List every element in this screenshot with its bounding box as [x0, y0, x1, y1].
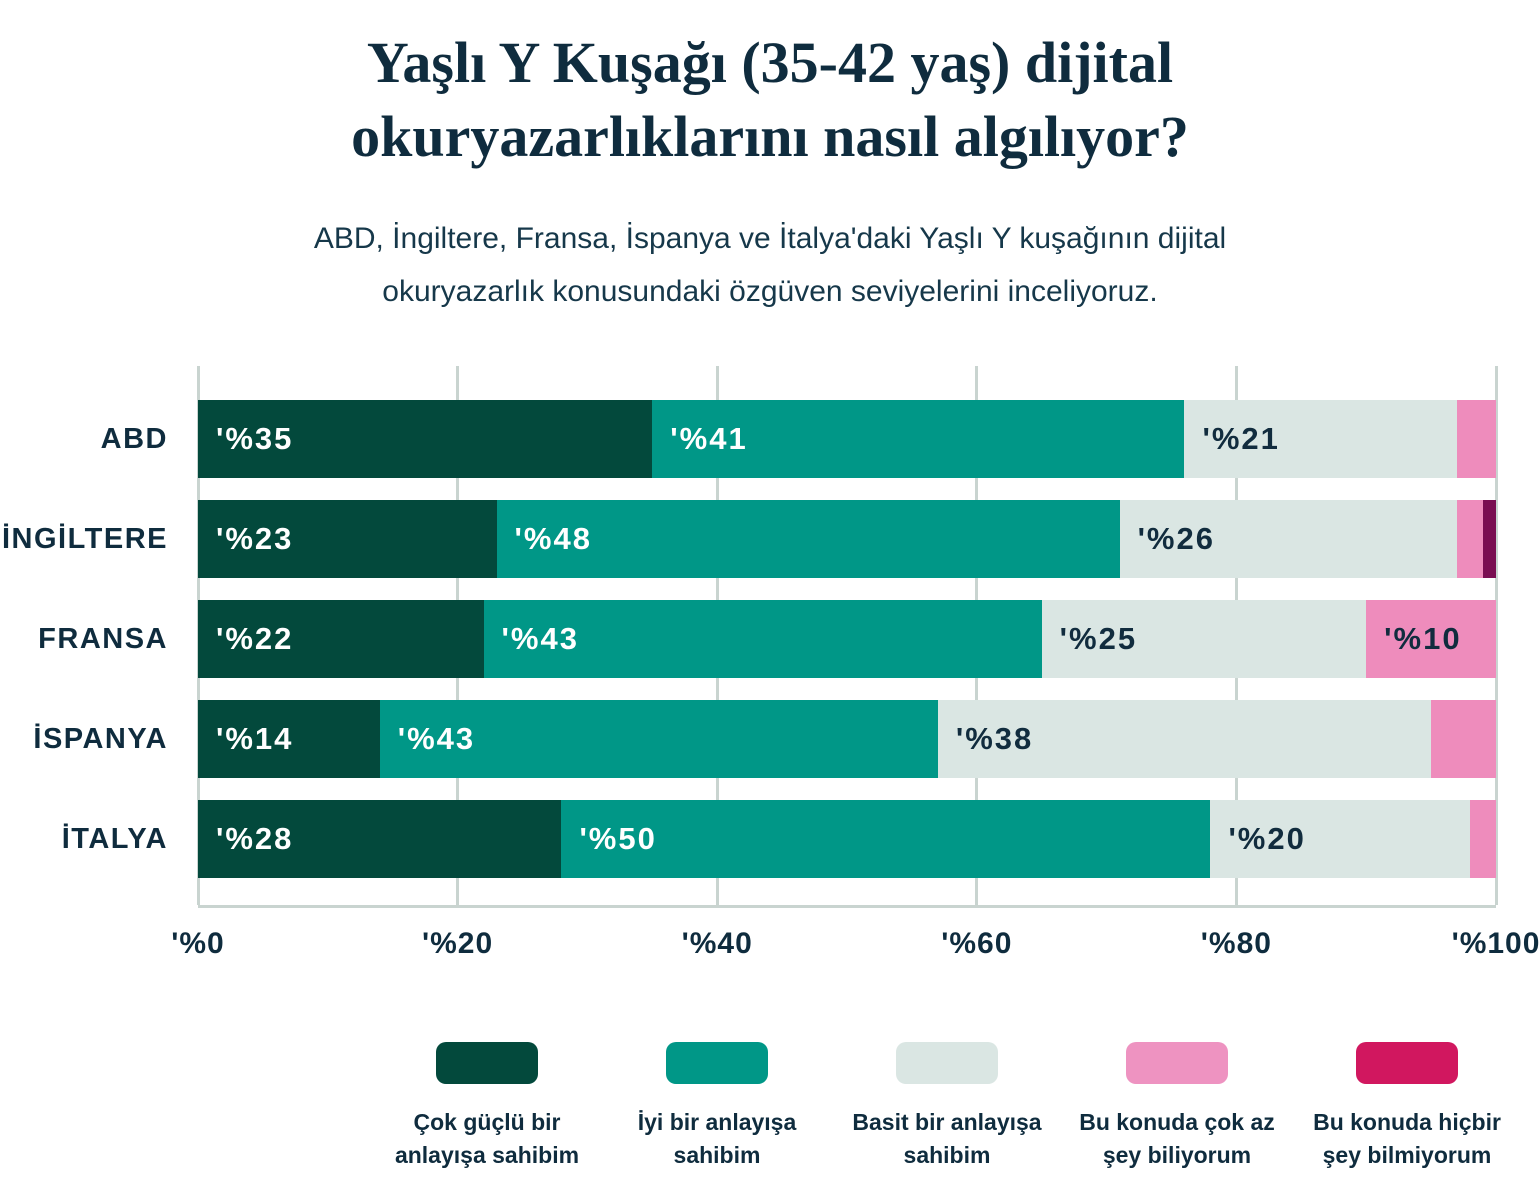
x-tick-label-40: '%40: [681, 927, 753, 960]
legend-item-3: Bu konuda çok az şey biliyorum: [1062, 1042, 1292, 1172]
bar-value-label: '%43: [501, 621, 579, 656]
legend-label-1: İyi bir anlayışa sahibim: [638, 1106, 797, 1172]
category-label-italya: İTALYA: [61, 823, 168, 855]
x-tick-label-80: '%80: [1200, 927, 1272, 960]
page-subtitle-line1: ABD, İngiltere, Fransa, İspanya ve İtaly…: [313, 222, 1227, 255]
x-tick-label-20: '%20: [422, 927, 494, 960]
category-label-abd: ABD: [100, 423, 168, 455]
page-title: Yaşlı Y Kuşağı (35-42 yaş) dijital okurya…: [0, 26, 1540, 174]
bar-segment-fransa: '%22: [198, 600, 484, 678]
bar-value-label: '%21: [1202, 421, 1280, 456]
bar-value-label: '%48: [514, 521, 592, 556]
bar-row-ispanya: '%14 '%43 '%38: [198, 700, 1496, 778]
legend-label-3: Bu konuda çok az şey biliyorum: [1079, 1106, 1275, 1172]
bar-row-fransa: '%22 '%43 '%25 '%10: [198, 600, 1496, 678]
legend-label-line1: Çok güçlü bir: [413, 1109, 561, 1135]
bar-value-label: '%41: [670, 421, 748, 456]
bar-value-label: '%26: [1137, 521, 1215, 556]
legend-label-4: Bu konuda hiçbir şey bilmiyorum: [1313, 1106, 1501, 1172]
bar-value-label: '%43: [397, 721, 476, 756]
plot-area: '%0 '%20 '%40 '%60 '%80 '%100 '%35 '%41 '%21 '%23…: [171, 366, 1539, 960]
bar-row-abd: '%35 '%41 '%21: [198, 400, 1496, 478]
stacked-bar-chart: '%0 '%20 '%40 '%60 '%80 '%100 '%35 '%41 '%21 '%23…: [0, 366, 1540, 960]
bar-segment-ingiltere: '%48: [496, 500, 1120, 578]
bar-value-label: '%23: [216, 521, 294, 556]
bar-segment-italya: '%20: [1210, 800, 1471, 878]
bar-segment-ingiltere: '%26: [1119, 500, 1458, 578]
bar-value-label: '%35: [216, 421, 294, 456]
bar-segment-italya: [1470, 800, 1496, 878]
bar-value-label: '%38: [955, 721, 1034, 756]
bar-segment-ispanya: '%14: [198, 700, 380, 778]
legend-item-0: Çok güçlü bir anlayışa sahibim: [372, 1042, 602, 1172]
category-label-ispanya: İSPANYA: [33, 723, 168, 755]
bar-segment-ispanya: [1431, 700, 1496, 778]
bar-segment-ingiltere: [1482, 500, 1496, 578]
legend-swatch-4: [1356, 1042, 1458, 1084]
bar-segment-abd: '%41: [652, 400, 1185, 478]
page-subtitle-line2: okuryazarlık konusundaki özgüven seviyel…: [382, 275, 1158, 308]
legend: Çok güçlü bir anlayışa sahibim İyi bir anl…: [372, 1042, 1522, 1172]
bar-segment-fransa: '%25: [1041, 600, 1367, 678]
legend-label-line1: Basit bir anlayışa: [852, 1109, 1042, 1135]
category-label-ingiltere: İNGİLTERE: [1, 523, 168, 555]
gridline-100: [1494, 366, 1498, 905]
bar-segment-ispanya: '%38: [937, 700, 1432, 778]
bar-value-label: '%14: [216, 721, 294, 756]
category-label-fransa: FRANSA: [38, 623, 168, 655]
bar-row-ingiltere: '%23 '%48 '%26: [198, 500, 1496, 578]
x-tick-label-100: '%100: [1451, 927, 1540, 960]
bar-segment-ispanya: '%43: [379, 700, 938, 778]
bar-segment-italya: '%50: [561, 800, 1211, 878]
legend-item-2: Basit bir anlayışa sahibim: [832, 1042, 1062, 1172]
legend-label-line2: şey biliyorum: [1102, 1142, 1252, 1168]
legend-swatch-1: [666, 1042, 768, 1084]
legend-label-line1: Bu konuda hiçbir: [1313, 1109, 1501, 1135]
legend-label-line2: sahibim: [903, 1142, 991, 1168]
legend-label-line2: şey bilmiyorum: [1322, 1142, 1492, 1168]
x-tick-label-60: '%60: [941, 927, 1013, 960]
bar-value-label: '%25: [1059, 621, 1138, 656]
bar-segment-ingiltere: '%23: [198, 500, 497, 578]
page-subtitle: ABD, İngiltere, Fransa, İspanya ve İtaly…: [0, 212, 1540, 318]
page-title-line1: Yaşlı Y Kuşağı (35-42 yaş) dijital: [366, 30, 1174, 95]
page-title-line2: okuryazarlıklarını nasıl algılıyor?: [351, 104, 1189, 169]
legend-swatch-2: [896, 1042, 998, 1084]
bar-segment-fransa: '%43: [483, 600, 1042, 678]
bar-value-label: '%20: [1228, 821, 1306, 856]
bar-value-label: '%10: [1384, 621, 1462, 656]
legend-label-line1: Bu konuda çok az: [1079, 1109, 1275, 1135]
bar-segment-abd: '%35: [198, 400, 653, 478]
legend-swatch-0: [436, 1042, 538, 1084]
legend-item-1: İyi bir anlayışa sahibim: [602, 1042, 832, 1172]
legend-label-0: Çok güçlü bir anlayışa sahibim: [395, 1106, 579, 1172]
bar-value-label: '%28: [216, 821, 294, 856]
bar-row-italya: '%28 '%50 '%20: [198, 800, 1496, 878]
legend-label-line1: İyi bir anlayışa: [637, 1109, 797, 1135]
bar-value-label: '%50: [579, 821, 657, 856]
legend-item-4: Bu konuda hiçbir şey bilmiyorum: [1292, 1042, 1522, 1172]
bar-segment-abd: [1457, 400, 1496, 478]
legend-swatch-3: [1126, 1042, 1228, 1084]
legend-label-line2: anlayışa sahibim: [394, 1142, 580, 1168]
legend-label-line2: sahibim: [673, 1142, 761, 1168]
bar-segment-italya: '%28: [198, 800, 562, 878]
bar-segment-fransa: '%10: [1366, 600, 1496, 678]
bar-segment-abd: '%21: [1184, 400, 1458, 478]
bar-value-label: '%22: [216, 621, 294, 656]
bar-segment-ingiltere: [1457, 500, 1483, 578]
x-tick-label-0: '%0: [171, 927, 225, 960]
legend-label-2: Basit bir anlayışa sahibim: [852, 1106, 1041, 1172]
